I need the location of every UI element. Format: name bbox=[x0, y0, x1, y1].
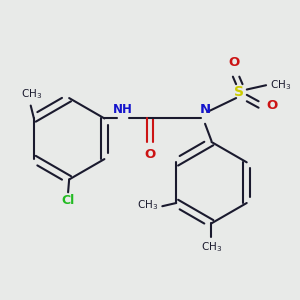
Text: O: O bbox=[266, 99, 277, 112]
Text: S: S bbox=[234, 85, 244, 99]
Text: O: O bbox=[145, 148, 156, 161]
Text: N: N bbox=[200, 103, 211, 116]
Text: NH: NH bbox=[113, 103, 133, 116]
Text: CH$_3$: CH$_3$ bbox=[21, 88, 42, 101]
Text: CH$_3$: CH$_3$ bbox=[270, 78, 292, 92]
Text: CH$_3$: CH$_3$ bbox=[137, 198, 158, 212]
Text: CH$_3$: CH$_3$ bbox=[201, 241, 222, 254]
Text: O: O bbox=[228, 56, 240, 69]
Text: Cl: Cl bbox=[61, 194, 75, 207]
